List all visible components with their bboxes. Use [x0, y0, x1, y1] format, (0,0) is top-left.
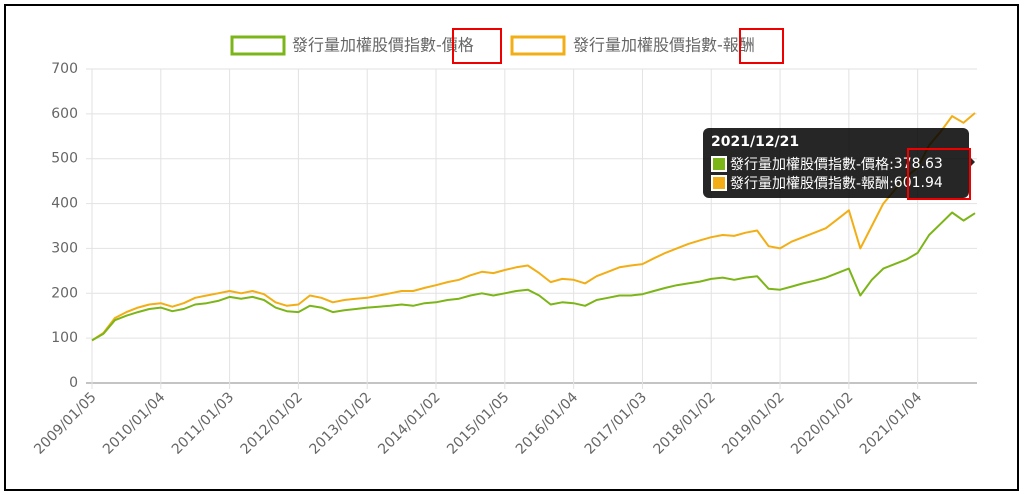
- y-tick-label: 600: [51, 106, 78, 122]
- x-tick-label: 2020/01/02: [788, 389, 856, 457]
- highlight-box: [907, 148, 971, 200]
- y-tick-label: 300: [51, 240, 78, 256]
- y-tick-label: 100: [51, 330, 78, 346]
- x-tick-label: 2010/01/04: [100, 389, 168, 457]
- x-tick-label: 2009/01/05: [31, 389, 99, 457]
- legend-label[interactable]: 發行量加權股價指數-報酬: [573, 36, 755, 55]
- legend-swatch[interactable]: [510, 35, 566, 56]
- x-tick-label: 2016/01/04: [513, 389, 581, 457]
- x-tick-label: 2011/01/03: [169, 389, 237, 457]
- highlight-box: [452, 28, 502, 64]
- tooltip: 2021/12/21 發行量加權股價指數-價格378.63 發行量加權股價指數-…: [703, 128, 975, 198]
- legend-label[interactable]: 發行量加權股價指數-價格: [292, 36, 474, 55]
- frame: [4, 4, 1019, 491]
- tooltip-row: 發行量加權股價指數-價格378.63: [711, 154, 961, 173]
- series-line: [91, 211, 976, 342]
- x-tick-label: 2021/01/04: [857, 389, 925, 457]
- tooltip-value: 601.94: [893, 174, 943, 191]
- x-tick-label: 2019/01/02: [719, 389, 787, 457]
- highlight-box: [739, 28, 784, 64]
- tooltip-value: 378.63: [893, 155, 943, 172]
- y-tick-label: 400: [51, 196, 78, 212]
- tooltip-row: 發行量加權股價指數-報酬601.94: [711, 173, 961, 192]
- y-tick-label: 200: [51, 285, 78, 301]
- x-tick-label: 2018/01/02: [651, 389, 719, 457]
- tooltip-name: 發行量加權股價指數-價格: [730, 154, 894, 174]
- tooltip-name: 發行量加權股價指數-報酬: [730, 173, 894, 193]
- x-tick-label: 2012/01/02: [238, 389, 306, 457]
- x-tick-label: 2015/01/05: [444, 389, 512, 457]
- y-tick-label: 500: [51, 151, 78, 167]
- x-tick-label: 2017/01/03: [582, 389, 650, 457]
- x-tick-label: 2014/01/02: [375, 389, 443, 457]
- x-tick-label: 2013/01/02: [306, 389, 374, 457]
- tooltip-title: 2021/12/21: [711, 134, 800, 150]
- legend-swatch[interactable]: [230, 35, 286, 56]
- y-tick-label: 700: [51, 61, 78, 77]
- series-line: [91, 112, 976, 342]
- y-tick-label: 0: [69, 375, 78, 391]
